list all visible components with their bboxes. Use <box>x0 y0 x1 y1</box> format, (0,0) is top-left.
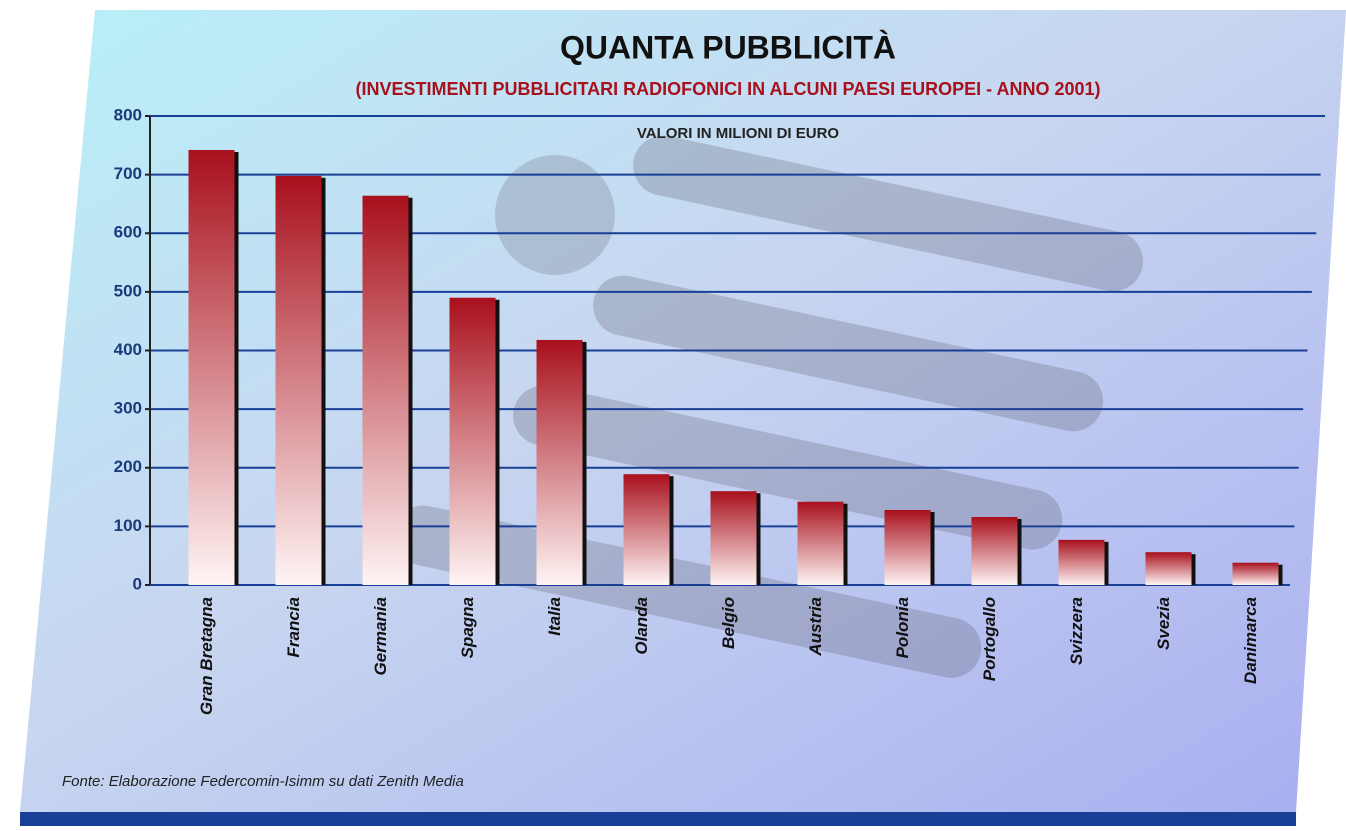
y-tick-label: 300 <box>114 399 142 418</box>
x-tick-label: Francia <box>284 597 303 657</box>
y-tick-label: 400 <box>114 340 142 359</box>
source: Fonte: Elaborazione Federcomin-Isimm su … <box>62 773 464 790</box>
bar <box>972 517 1018 585</box>
chart-title: QUANTA PUBBLICITÀ <box>560 29 896 65</box>
x-tick-label: Svizzera <box>1067 597 1086 665</box>
y-tick-label: 800 <box>114 105 142 124</box>
bar <box>1059 540 1105 585</box>
y-tick-label: 0 <box>133 574 142 593</box>
x-tick-label: Gran Bretagna <box>197 597 216 715</box>
bar <box>711 491 757 585</box>
x-tick-label: Austria <box>806 597 825 657</box>
x-tick-label: Italia <box>545 597 564 636</box>
chart-subtitle: (INVESTIMENTI PUBBLICITARI RADIOFONICI I… <box>355 79 1100 99</box>
x-tick-label: Germania <box>371 597 390 675</box>
x-tick-label: Belgio <box>719 597 738 649</box>
bar <box>624 474 670 585</box>
bar <box>363 196 409 585</box>
x-tick-label: Spagna <box>458 597 477 658</box>
bar <box>450 298 496 585</box>
bottom-band <box>20 812 1296 826</box>
bar <box>537 340 583 585</box>
y-tick-label: 500 <box>114 281 142 300</box>
x-tick-label: Portogallo <box>980 597 999 681</box>
x-tick-label: Polonia <box>893 597 912 658</box>
chart: QUANTA PUBBLICITÀ (INVESTIMENTI PUBBLICI… <box>0 0 1346 826</box>
x-tick-label: Olanda <box>632 597 651 655</box>
x-tick-label: Svezia <box>1154 597 1173 650</box>
x-tick-label: Danimarca <box>1241 597 1260 684</box>
y-tick-label: 600 <box>114 223 142 242</box>
y-tick-label: 100 <box>114 516 142 535</box>
bar <box>885 510 931 585</box>
y-tick-label: 200 <box>114 457 142 476</box>
y-tick-label: 700 <box>114 164 142 183</box>
bar <box>276 176 322 585</box>
bar <box>1233 563 1279 585</box>
annotation: VALORI IN MILIONI DI EURO <box>637 125 840 142</box>
bar <box>189 150 235 585</box>
bar <box>1146 552 1192 585</box>
bar <box>798 502 844 585</box>
